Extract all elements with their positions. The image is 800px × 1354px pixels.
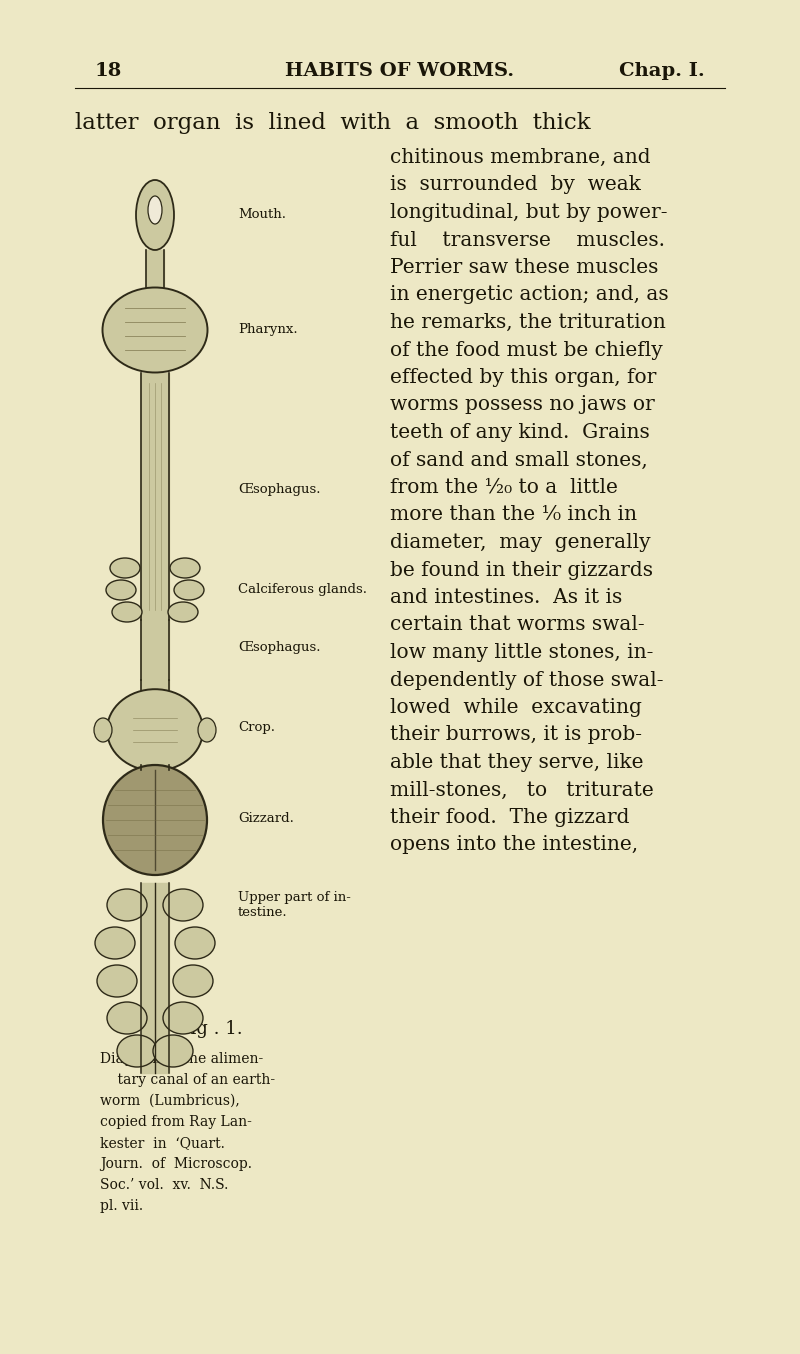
Text: latter  organ  is  lined  with  a  smooth  thick: latter organ is lined with a smooth thic… xyxy=(75,112,590,134)
Ellipse shape xyxy=(97,965,137,997)
Text: Fig . 1.: Fig . 1. xyxy=(178,1020,242,1039)
Text: Chap. I.: Chap. I. xyxy=(619,62,705,80)
Text: longitudinal, but by power-: longitudinal, but by power- xyxy=(390,203,667,222)
Ellipse shape xyxy=(173,965,213,997)
Text: worms possess no jaws or: worms possess no jaws or xyxy=(390,395,654,414)
Text: and intestines.  As it is: and intestines. As it is xyxy=(390,588,622,607)
Text: be found in their gizzards: be found in their gizzards xyxy=(390,561,653,580)
Text: in energetic action; and, as: in energetic action; and, as xyxy=(390,286,669,305)
Text: Diagram of the alimen-: Diagram of the alimen- xyxy=(100,1052,263,1066)
Text: ful    transverse    muscles.: ful transverse muscles. xyxy=(390,230,665,249)
Text: chitinous membrane, and: chitinous membrane, and xyxy=(390,148,650,167)
Text: opens into the intestine,: opens into the intestine, xyxy=(390,835,638,854)
Text: Upper part of in-
testine.: Upper part of in- testine. xyxy=(238,891,351,919)
Ellipse shape xyxy=(106,580,136,600)
Text: their food.  The gizzard: their food. The gizzard xyxy=(390,808,630,827)
Text: pl. vii.: pl. vii. xyxy=(100,1200,143,1213)
Text: Pharynx.: Pharynx. xyxy=(238,324,298,337)
Text: from the ½₀ to a  little: from the ½₀ to a little xyxy=(390,478,618,497)
Ellipse shape xyxy=(103,765,207,875)
Ellipse shape xyxy=(175,927,215,959)
Text: copied from Ray Lan-: copied from Ray Lan- xyxy=(100,1114,252,1129)
Ellipse shape xyxy=(163,890,203,921)
Text: Soc.’ vol.  xv.  N.S.: Soc.’ vol. xv. N.S. xyxy=(100,1178,228,1192)
Ellipse shape xyxy=(136,180,174,250)
Ellipse shape xyxy=(168,603,198,621)
Text: is  surrounded  by  weak: is surrounded by weak xyxy=(390,176,641,195)
Ellipse shape xyxy=(107,1002,147,1034)
Text: able that they serve, like: able that they serve, like xyxy=(390,753,643,772)
Ellipse shape xyxy=(148,196,162,223)
Text: Crop.: Crop. xyxy=(238,722,275,734)
Text: lowed  while  excavating: lowed while excavating xyxy=(390,699,642,718)
Ellipse shape xyxy=(112,603,142,621)
Ellipse shape xyxy=(107,689,203,770)
Text: low many little stones, in-: low many little stones, in- xyxy=(390,643,654,662)
Text: Œsophagus.: Œsophagus. xyxy=(238,483,321,497)
Ellipse shape xyxy=(107,890,147,921)
Text: mill-stones,   to   triturate: mill-stones, to triturate xyxy=(390,780,654,799)
Text: worm  (Lumbricus),: worm (Lumbricus), xyxy=(100,1094,240,1108)
Text: certain that worms swal-: certain that worms swal- xyxy=(390,616,645,635)
Text: 18: 18 xyxy=(95,62,122,80)
Text: he remarks, the trituration: he remarks, the trituration xyxy=(390,313,666,332)
Ellipse shape xyxy=(95,927,135,959)
Text: teeth of any kind.  Grains: teeth of any kind. Grains xyxy=(390,422,650,441)
Ellipse shape xyxy=(163,1002,203,1034)
Text: diameter,  may  generally: diameter, may generally xyxy=(390,533,650,552)
Text: effected by this organ, for: effected by this organ, for xyxy=(390,368,656,387)
Ellipse shape xyxy=(94,718,112,742)
Ellipse shape xyxy=(174,580,204,600)
Ellipse shape xyxy=(153,1034,193,1067)
Text: Mouth.: Mouth. xyxy=(238,209,286,222)
Text: Perrier saw these muscles: Perrier saw these muscles xyxy=(390,259,658,278)
Text: Gizzard.: Gizzard. xyxy=(238,811,294,825)
Text: Calciferous glands.: Calciferous glands. xyxy=(238,584,367,597)
Text: their burrows, it is prob-: their burrows, it is prob- xyxy=(390,726,642,745)
Text: Journ.  of  Microscop.: Journ. of Microscop. xyxy=(100,1158,252,1171)
Text: HABITS OF WORMS.: HABITS OF WORMS. xyxy=(286,62,514,80)
Ellipse shape xyxy=(102,287,207,372)
Text: of the food must be chiefly: of the food must be chiefly xyxy=(390,340,662,360)
Ellipse shape xyxy=(117,1034,157,1067)
Text: tary canal of an earth-: tary canal of an earth- xyxy=(100,1072,275,1087)
Text: kester  in  ‘Quart.: kester in ‘Quart. xyxy=(100,1136,225,1150)
Text: more than the ⅟₀ inch in: more than the ⅟₀ inch in xyxy=(390,505,637,524)
Text: of sand and small stones,: of sand and small stones, xyxy=(390,451,648,470)
Ellipse shape xyxy=(198,718,216,742)
Text: Œsophagus.: Œsophagus. xyxy=(238,642,321,654)
Ellipse shape xyxy=(170,558,200,578)
Ellipse shape xyxy=(110,558,140,578)
Text: dependently of those swal-: dependently of those swal- xyxy=(390,670,663,689)
